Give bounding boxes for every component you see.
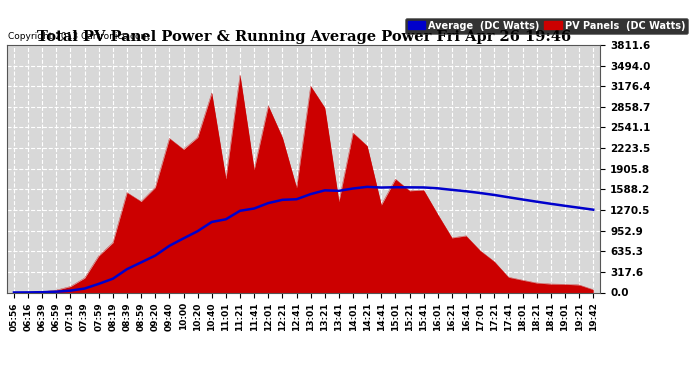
Title: Total PV Panel Power & Running Average Power Fri Apr 26 19:46: Total PV Panel Power & Running Average P… bbox=[37, 30, 571, 44]
Legend: Average  (DC Watts), PV Panels  (DC Watts): Average (DC Watts), PV Panels (DC Watts) bbox=[404, 18, 688, 33]
Text: Copyright 2013 Cartronics.com: Copyright 2013 Cartronics.com bbox=[8, 32, 150, 41]
